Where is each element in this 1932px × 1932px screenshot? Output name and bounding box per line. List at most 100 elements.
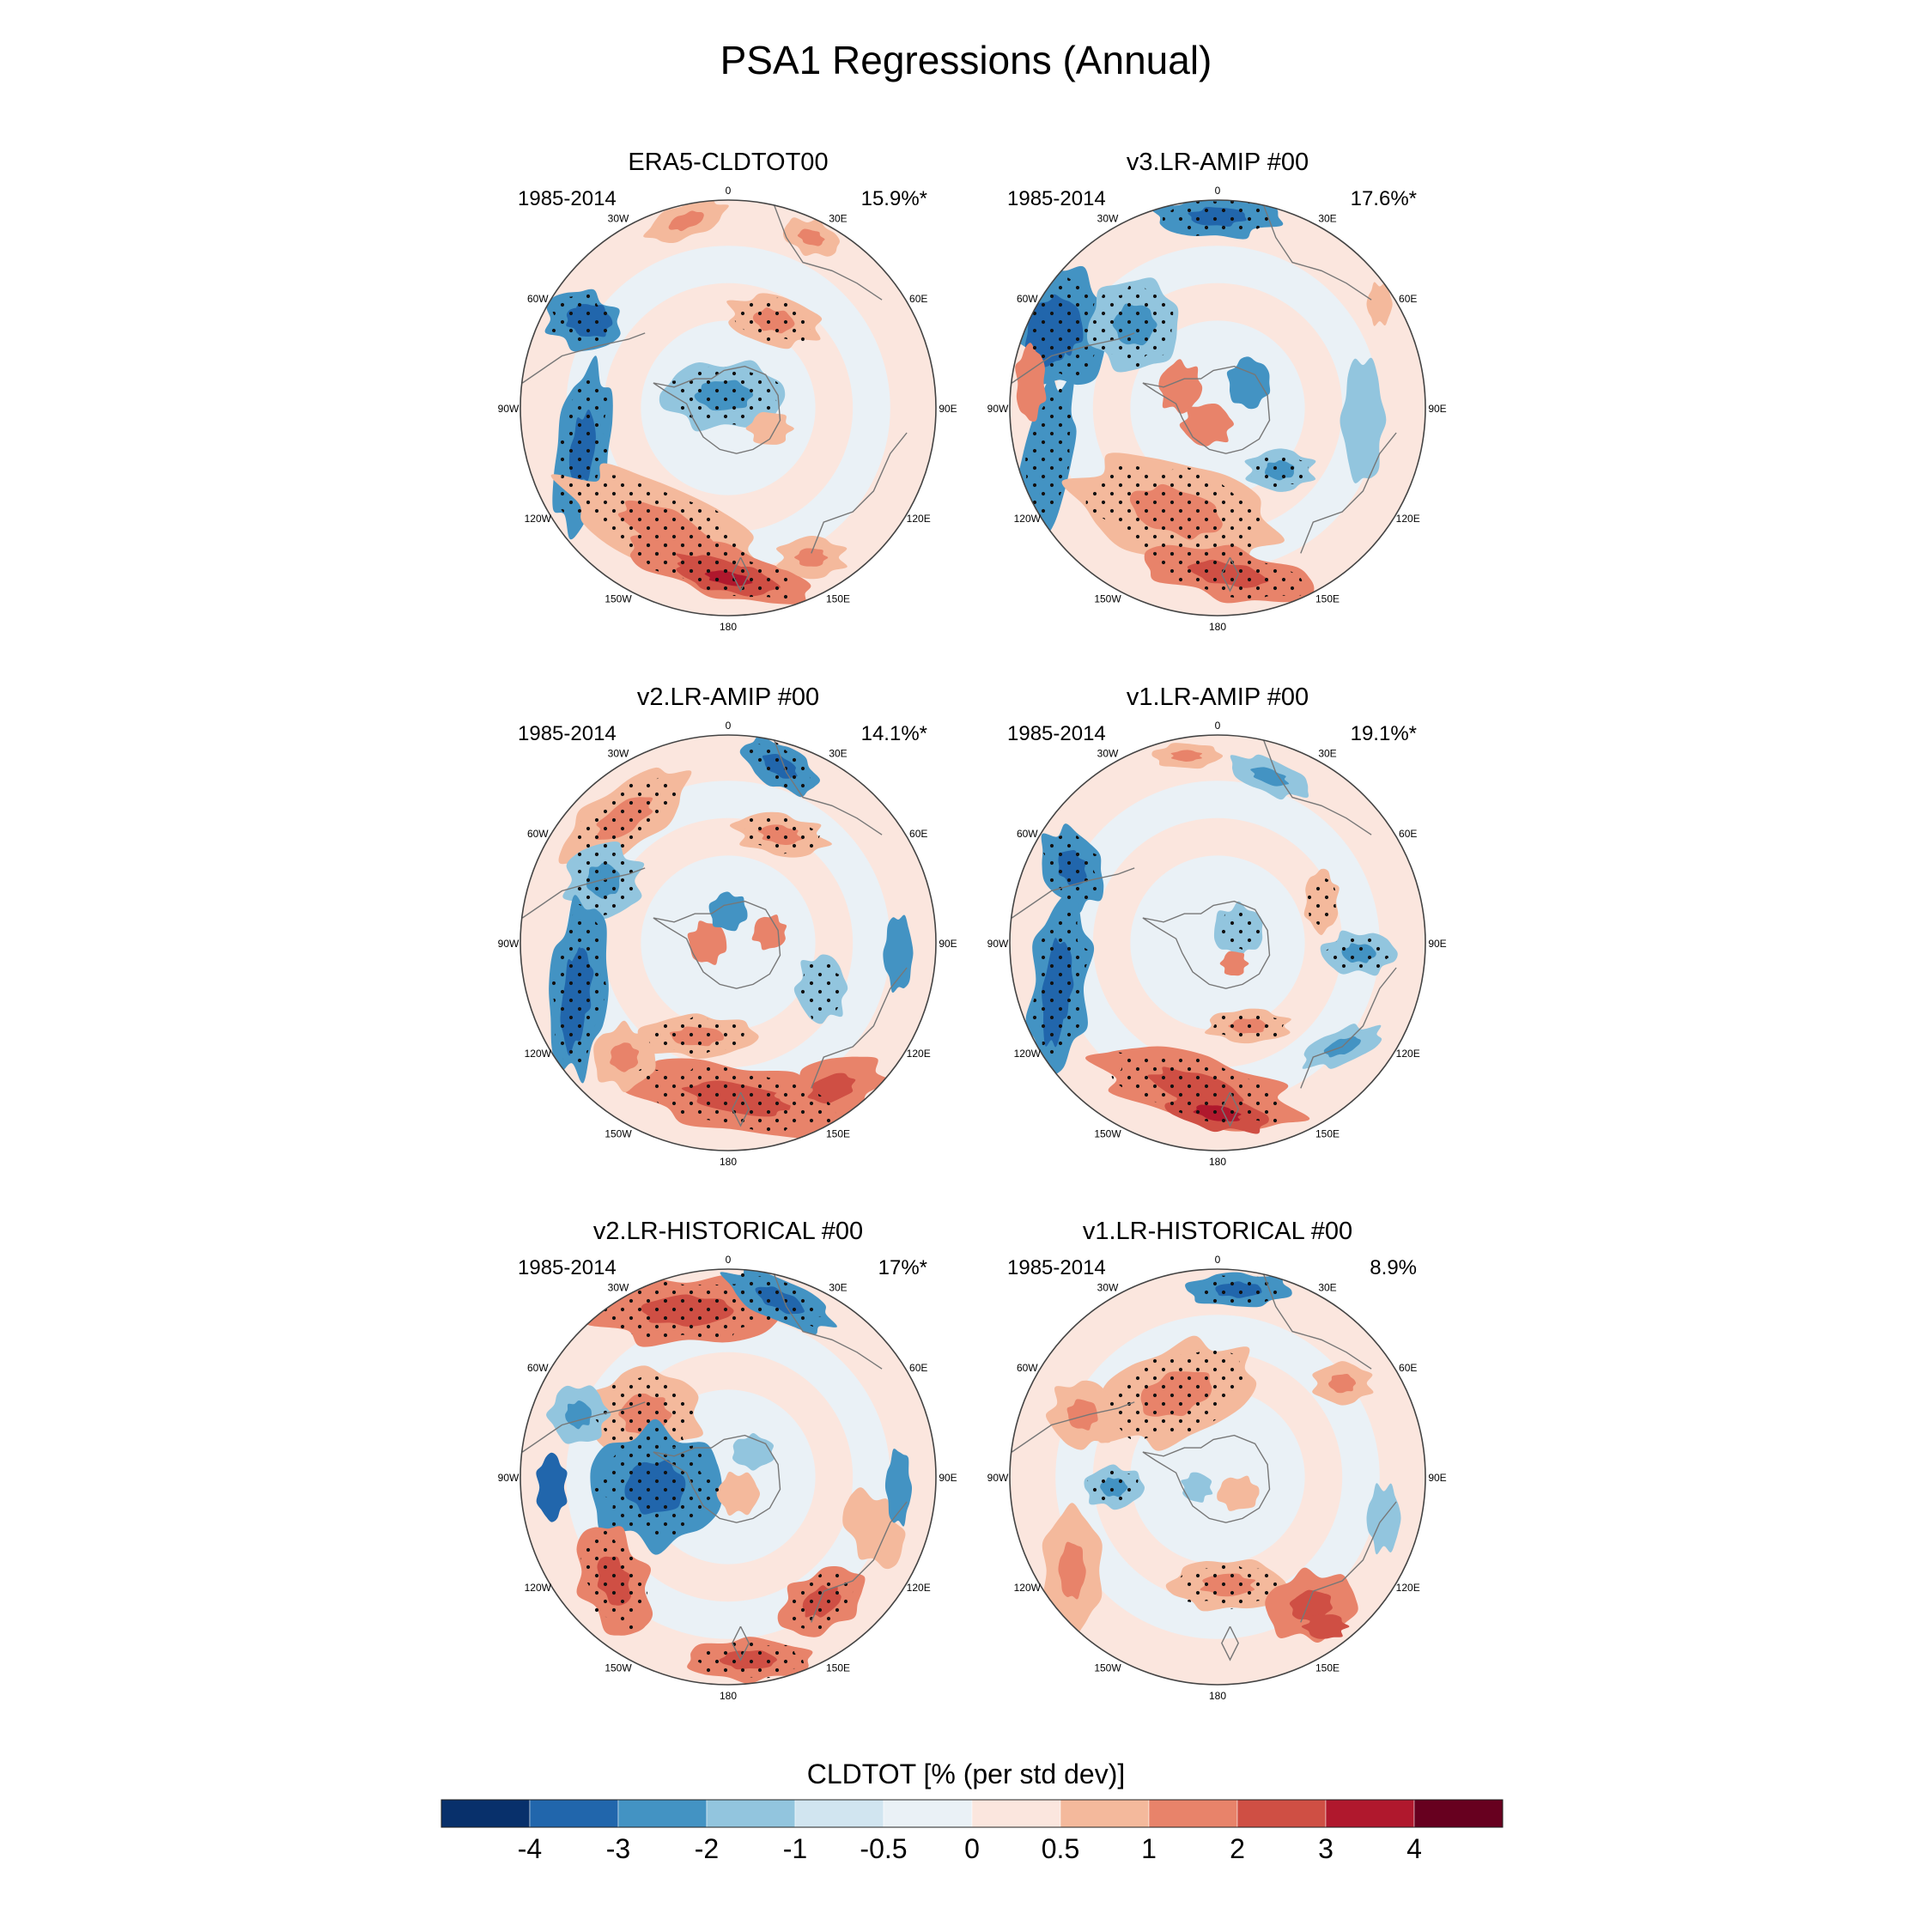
longitude-label: 180 bbox=[720, 1690, 737, 1702]
longitude-label: 60W bbox=[527, 828, 549, 840]
continent-coast bbox=[1012, 332, 1135, 384]
significance-stipple bbox=[733, 297, 812, 344]
colorbar-box bbox=[1325, 1799, 1415, 1828]
map-panel: 0 30E 60E 90E 120E 150E 180 150W 120W 90W 60W 30W v1… bbox=[987, 1218, 1447, 1702]
longitude-label: 150W bbox=[605, 593, 632, 605]
significance-stipple bbox=[592, 1435, 721, 1538]
panel-title: v3.LR-AMIP #00 bbox=[1127, 149, 1309, 176]
anomaly-core bbox=[1328, 1374, 1357, 1394]
longitude-label: 60E bbox=[1399, 1362, 1417, 1374]
continent-coast bbox=[1221, 556, 1239, 592]
figure-title: PSA1 Regressions (Annual) bbox=[720, 38, 1212, 82]
antarctica-coast bbox=[1142, 900, 1271, 989]
field-shading bbox=[1010, 1269, 1425, 1685]
continent-coast bbox=[1221, 1091, 1239, 1127]
field-shading bbox=[1010, 200, 1425, 616]
longitude-label: 90W bbox=[498, 1472, 519, 1484]
longitude-label: 90W bbox=[987, 403, 1009, 415]
anomaly-region bbox=[708, 891, 748, 932]
colorbar-box bbox=[794, 1799, 884, 1828]
longitude-label: 150W bbox=[605, 1662, 632, 1674]
continent-coast bbox=[1012, 867, 1135, 919]
longitude-label: 120W bbox=[1014, 1048, 1042, 1060]
colorbar-tick-label: -2 bbox=[695, 1833, 719, 1864]
significance-stipple bbox=[580, 1530, 648, 1632]
colorbar-tick-label: -0.5 bbox=[860, 1833, 907, 1864]
anomaly-region bbox=[1226, 356, 1271, 410]
longitude-label: 120E bbox=[1396, 1582, 1420, 1594]
longitude-label: 150W bbox=[1094, 1128, 1121, 1140]
longitude-label: 60E bbox=[1399, 828, 1417, 840]
significance-stipple bbox=[1019, 381, 1075, 535]
anomaly-region bbox=[687, 920, 727, 965]
significance-stipple bbox=[550, 294, 616, 348]
longitude-label: 30W bbox=[608, 1281, 629, 1293]
panel-title: v2.LR-HISTORICAL #00 bbox=[593, 1218, 863, 1245]
longitude-label: 60W bbox=[527, 293, 549, 305]
longitude-label: 150E bbox=[826, 1662, 850, 1674]
longitude-label: 90E bbox=[939, 938, 957, 950]
anomaly-region bbox=[751, 914, 787, 951]
anomaly-region bbox=[1340, 357, 1387, 483]
longitude-label: 60E bbox=[909, 1362, 927, 1374]
map-boundary bbox=[519, 1268, 937, 1686]
longitude-label: 30E bbox=[829, 1281, 847, 1293]
longitude-label: 90E bbox=[939, 1472, 957, 1484]
map-panel: 0 30E 60E 90E 120E 150E 180 150W 120W 90W 60W 30W v2… bbox=[498, 1218, 957, 1702]
longitude-label: 60W bbox=[1017, 293, 1038, 305]
longitude-label: 120E bbox=[907, 1582, 931, 1594]
anomaly-core bbox=[1289, 1589, 1333, 1622]
anomaly-region bbox=[884, 1449, 913, 1527]
continent-coast bbox=[773, 1273, 883, 1370]
anomaly-region bbox=[1366, 282, 1393, 326]
longitude-label: 0 bbox=[1215, 720, 1221, 732]
longitude-label: 0 bbox=[726, 1254, 732, 1266]
significance-stipple bbox=[1250, 452, 1309, 489]
field-shading bbox=[520, 735, 936, 1151]
coastlines bbox=[1012, 1273, 1397, 1662]
significance-stipple bbox=[648, 1015, 745, 1057]
longitude-label: 120E bbox=[1396, 513, 1420, 525]
map-boundary bbox=[519, 199, 937, 617]
continent-coast bbox=[1262, 738, 1372, 835]
longitude-label: 30E bbox=[1318, 212, 1336, 224]
continent-coast bbox=[1300, 967, 1397, 1089]
longitude-label: 120W bbox=[525, 1582, 552, 1594]
longitude-label: 150E bbox=[1315, 1662, 1340, 1674]
significance-stipple bbox=[572, 772, 677, 865]
significance-stipple bbox=[694, 1640, 804, 1679]
significance-stipple bbox=[1162, 200, 1270, 236]
significance-stipple bbox=[1101, 1349, 1249, 1441]
significance-stipple bbox=[1042, 834, 1103, 903]
significance-stipple bbox=[642, 540, 795, 600]
anomaly-region bbox=[842, 1487, 906, 1570]
field-shading bbox=[1010, 735, 1425, 1151]
significance-stipple bbox=[799, 957, 843, 1020]
field-shading bbox=[520, 200, 936, 616]
map-boundary bbox=[1009, 1268, 1426, 1686]
colorbar-box bbox=[971, 1799, 1061, 1828]
continent-coast bbox=[522, 1401, 646, 1453]
coastlines bbox=[522, 738, 908, 1127]
panel-variance-pct: 19.1%* bbox=[1351, 722, 1417, 745]
continent-coast bbox=[1300, 1501, 1397, 1623]
panel-variance-pct: 17.6%* bbox=[1351, 187, 1417, 210]
colorbar-box bbox=[1236, 1799, 1327, 1828]
longitude-label: 0 bbox=[1215, 1254, 1221, 1266]
colorbar-tick-label: 4 bbox=[1406, 1833, 1422, 1864]
continent-coast bbox=[1012, 1401, 1135, 1453]
longitude-label: 30E bbox=[829, 747, 847, 759]
longitude-label: 30E bbox=[1318, 1281, 1336, 1293]
panel-variance-pct: 17%* bbox=[878, 1256, 927, 1279]
map-panel: 0 30E 60E 90E 120E 150E 180 150W 120W 90W 60W 30W v3… bbox=[987, 149, 1447, 633]
longitude-label: 180 bbox=[1209, 621, 1226, 633]
longitude-label: 60W bbox=[527, 1362, 549, 1374]
longitude-label: 180 bbox=[720, 1156, 737, 1168]
longitude-label: 60E bbox=[909, 828, 927, 840]
longitude-label: 180 bbox=[1209, 1156, 1226, 1168]
significance-stipple bbox=[598, 1280, 775, 1341]
colorbar: CLDTOT [% (per std dev)] -4 -3 -2 -1 -0.5 0 0.… bbox=[440, 1759, 1504, 1864]
map-panel: 0 30E 60E 90E 120E 150E 180 150W 120W 90W 60W 30W v1… bbox=[987, 683, 1447, 1168]
significance-stipple bbox=[1096, 280, 1174, 371]
